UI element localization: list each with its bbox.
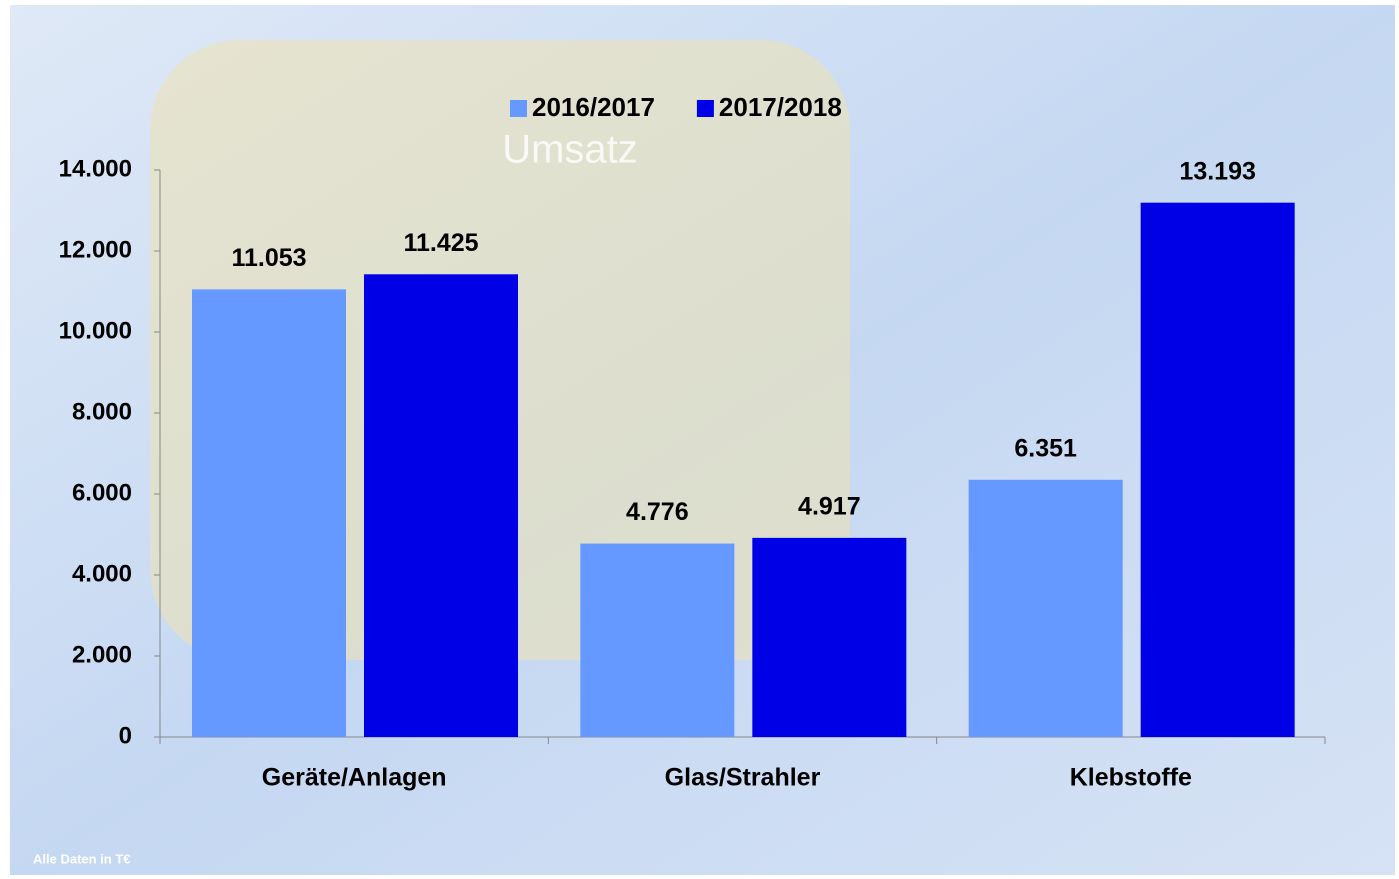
- y-tick-label: 6.000: [72, 479, 132, 506]
- bar: [580, 543, 735, 737]
- y-tick-label: 2.000: [72, 641, 132, 668]
- value-label: 4.776: [626, 498, 689, 526]
- note: Alle Daten in T€: [33, 851, 131, 866]
- x-tick-label: Glas/Strahler: [665, 764, 821, 792]
- x-tick-label: Geräte/Anlagen: [262, 764, 447, 792]
- y-tick-label: 8.000: [72, 398, 132, 425]
- legend-label: 2016/2017: [532, 92, 655, 122]
- value-label: 6.351: [1014, 434, 1077, 462]
- value-label: 11.053: [231, 244, 306, 272]
- y-tick-label: 10.000: [59, 317, 132, 344]
- chart-title: Umsatz: [502, 128, 638, 172]
- bar: [192, 289, 346, 737]
- bar: [364, 274, 518, 737]
- legend-swatch: [696, 100, 714, 117]
- y-tick-label: 12.000: [59, 236, 132, 263]
- legend-label: 2017/2018: [719, 92, 842, 122]
- bar: [752, 537, 907, 737]
- value-label: 4.917: [798, 492, 861, 520]
- legend-swatch: [510, 100, 527, 117]
- bar: [1140, 202, 1295, 738]
- value-label: 13.193: [1179, 157, 1255, 185]
- x-tick-label: Klebstoffe: [1070, 764, 1192, 792]
- bar: [968, 479, 1123, 737]
- y-tick-label: 4.000: [72, 560, 132, 587]
- y-tick-label: 0: [119, 722, 132, 749]
- value-label: 11.425: [403, 229, 478, 257]
- y-tick-label: 14.000: [59, 155, 132, 182]
